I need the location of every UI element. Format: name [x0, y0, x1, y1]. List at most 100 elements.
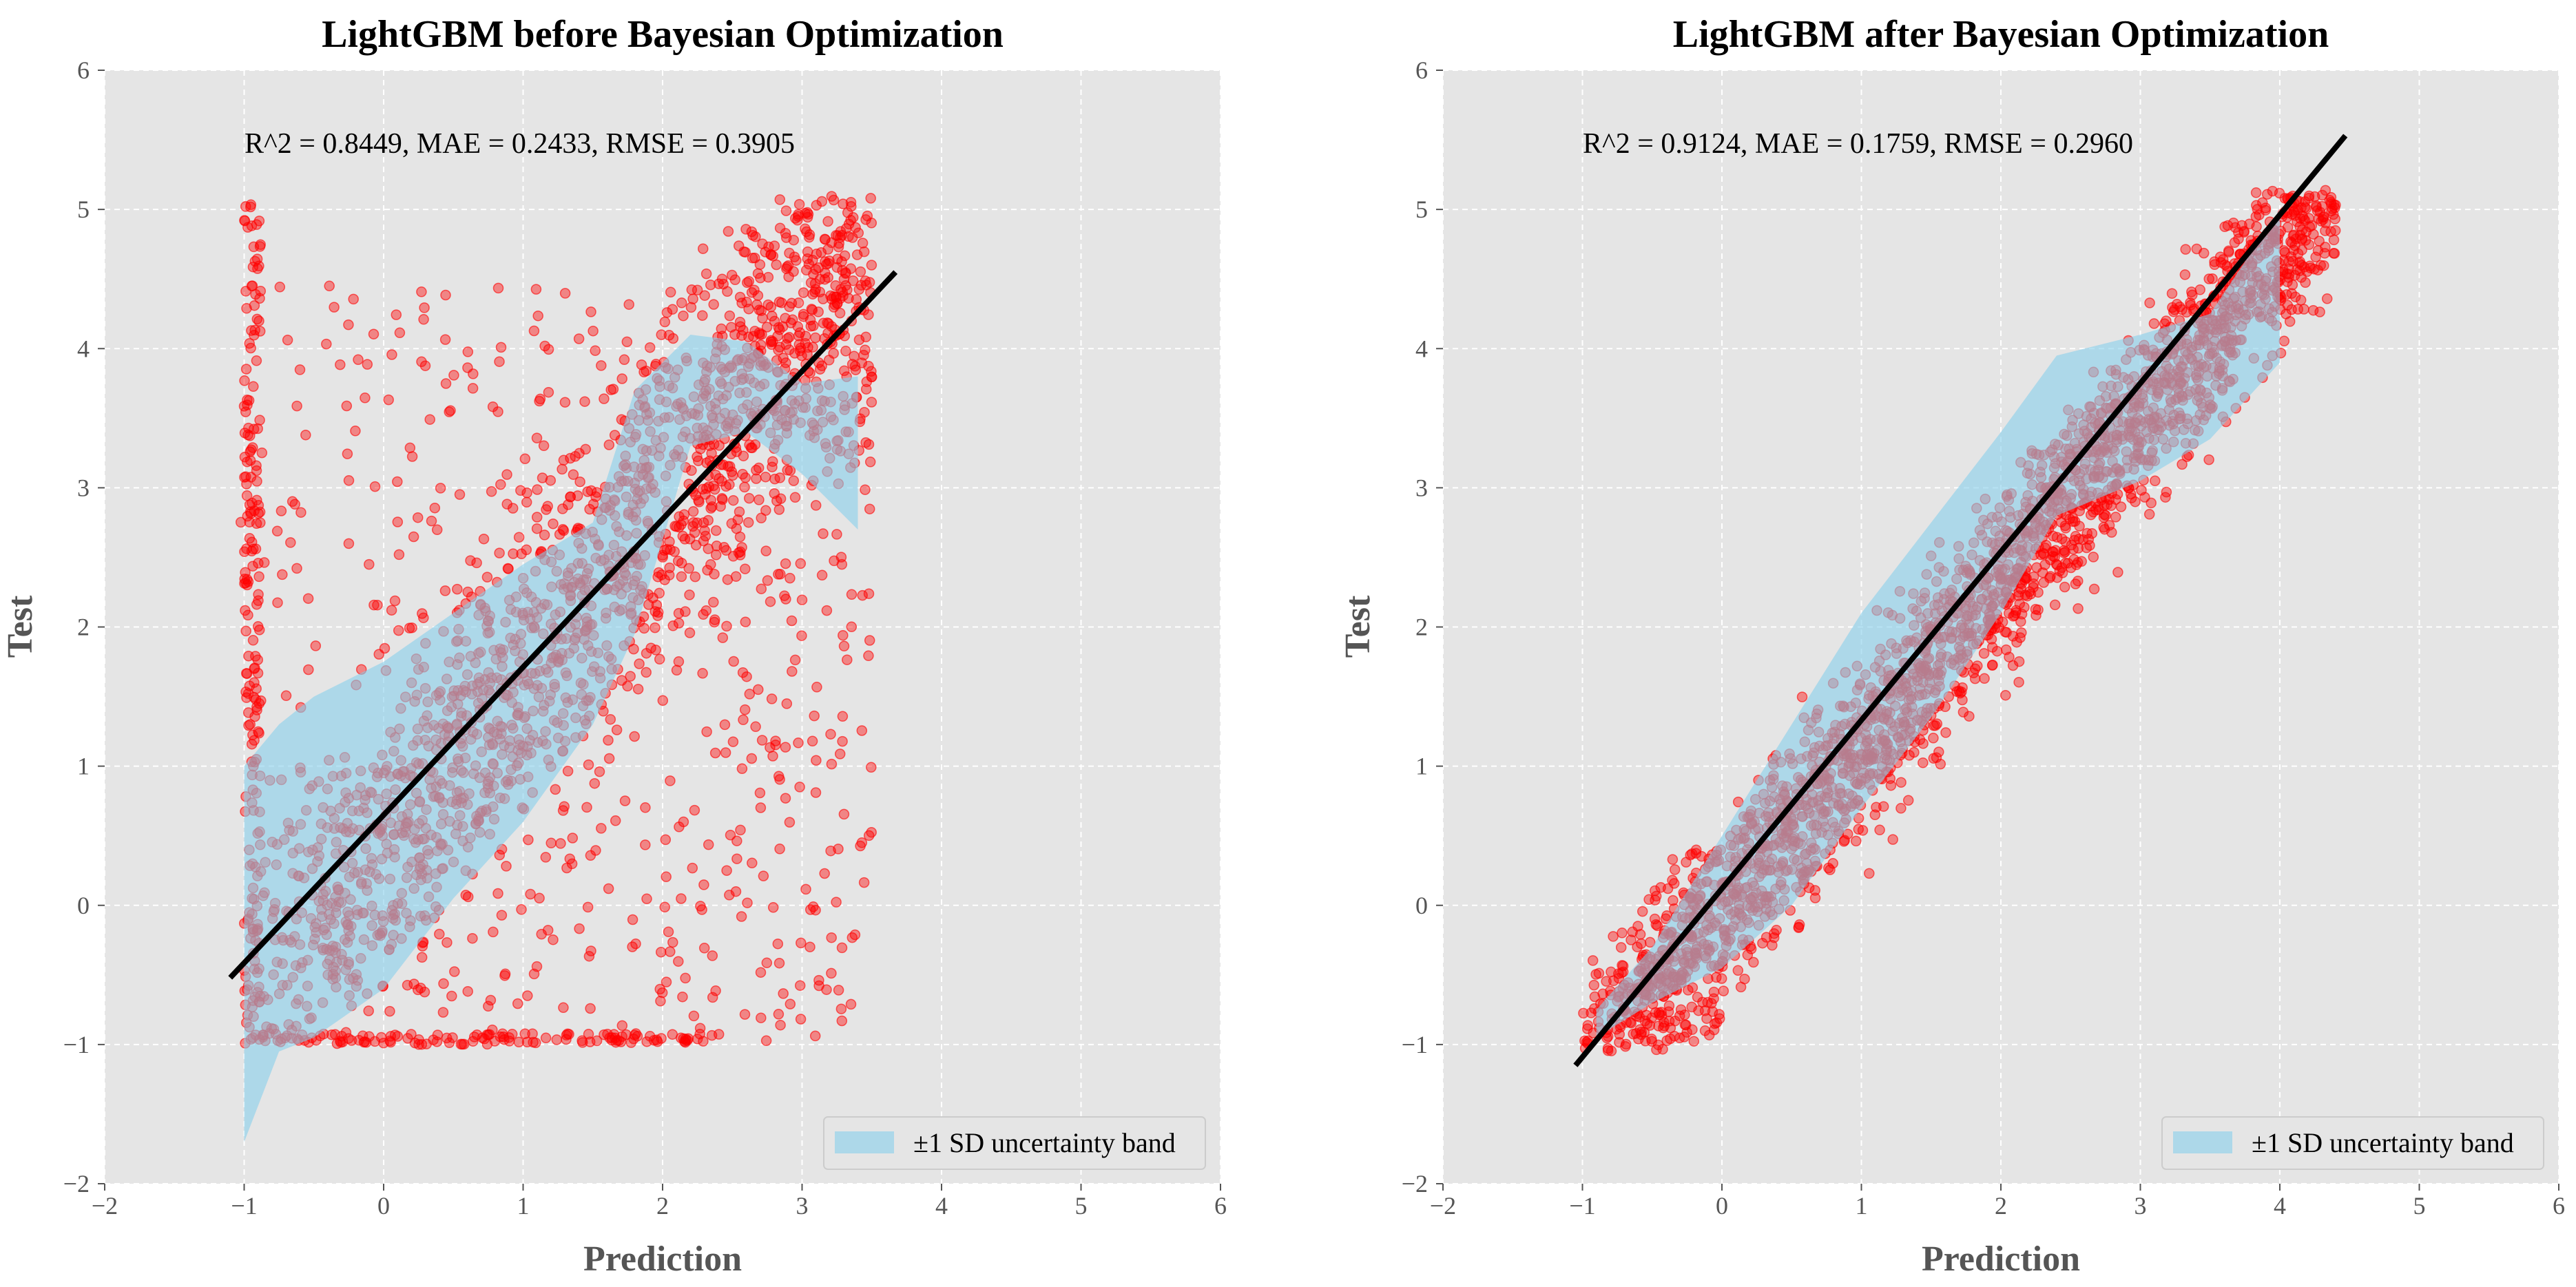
data-point [2288, 244, 2300, 255]
data-point [248, 381, 259, 393]
data-point [689, 804, 700, 816]
data-point [249, 735, 260, 746]
data-point [720, 747, 731, 758]
data-point [699, 290, 710, 301]
data-point [1652, 920, 1663, 932]
data-point [515, 485, 526, 496]
data-point [718, 278, 729, 290]
data-point [860, 331, 871, 343]
data-point [665, 775, 676, 786]
data-point [335, 1037, 346, 1048]
data-point [663, 926, 674, 937]
data-point [282, 335, 293, 346]
data-point [393, 625, 404, 636]
data-point [2292, 304, 2304, 315]
data-point [1650, 890, 1662, 902]
data-point [1690, 844, 1702, 855]
data-point [678, 509, 690, 520]
data-point [492, 282, 504, 294]
data-point [252, 263, 263, 274]
data-point [697, 483, 709, 495]
data-point [2104, 494, 2115, 505]
metrics-text: R^2 = 0.8449, MAE = 0.2433, RMSE = 0.390… [245, 128, 795, 160]
data-point [751, 465, 762, 476]
data-point [2303, 193, 2314, 204]
data-point [863, 830, 875, 841]
data-point [348, 293, 359, 305]
data-point [596, 823, 607, 834]
x-tick-label: 4 [935, 1192, 948, 1220]
data-point [251, 476, 262, 487]
x-tick-label: 6 [2553, 1192, 2565, 1220]
data-point [368, 328, 380, 339]
data-point [828, 348, 839, 359]
data-point [810, 500, 822, 511]
data-point [596, 360, 607, 371]
data-point [831, 262, 843, 273]
data-point [2261, 189, 2273, 200]
data-point [241, 692, 252, 703]
y-tick-label: 5 [1415, 196, 1428, 223]
data-point [810, 787, 822, 798]
data-point [866, 366, 877, 377]
data-point [440, 378, 452, 389]
data-point [736, 911, 747, 922]
data-point [253, 500, 264, 511]
data-point [819, 273, 831, 285]
data-point [244, 533, 256, 544]
data-point [774, 222, 786, 233]
data-point [654, 653, 665, 665]
data-point [522, 990, 533, 1001]
data-point [242, 576, 254, 587]
data-point [1864, 868, 1875, 879]
data-point [242, 510, 253, 522]
data-point [444, 1037, 455, 1049]
data-point [794, 782, 805, 793]
data-point [2186, 286, 2197, 297]
data-point [404, 442, 416, 454]
data-point [2307, 304, 2319, 316]
data-point [1878, 801, 1889, 812]
data-point [421, 1038, 432, 1049]
data-point [406, 622, 417, 634]
legend: ±1 SD uncertainty band [823, 1116, 1206, 1170]
x-tick-label: 1 [517, 1192, 530, 1220]
data-point [774, 844, 785, 855]
data-point [343, 538, 355, 550]
data-point [678, 310, 689, 322]
data-point [251, 253, 263, 264]
data-point [708, 299, 719, 310]
data-point [512, 998, 523, 1009]
data-point [1593, 967, 1605, 979]
data-point [1681, 857, 1692, 868]
data-point [650, 645, 661, 656]
data-point [1608, 931, 1619, 942]
data-point [826, 967, 837, 979]
data-point [253, 589, 264, 600]
data-point [784, 817, 796, 828]
data-point [392, 476, 403, 488]
data-point [740, 563, 751, 574]
data-point [539, 530, 550, 541]
data-point [599, 393, 610, 404]
data-point [242, 609, 253, 621]
data-point [2073, 603, 2084, 614]
data-point [582, 901, 594, 913]
data-point [811, 200, 822, 211]
data-point [525, 888, 536, 900]
data-point [820, 256, 831, 267]
data-point [2281, 269, 2292, 280]
data-point [751, 299, 762, 311]
data-point [590, 345, 601, 356]
data-point [746, 286, 758, 298]
data-point [831, 298, 843, 309]
data-point [591, 1035, 603, 1047]
metrics-text: R^2 = 0.9124, MAE = 0.1759, RMSE = 0.296… [1583, 128, 2133, 160]
data-point [532, 310, 543, 322]
data-point [1688, 1036, 1700, 1047]
data-point [289, 499, 300, 510]
x-tick-label: 2 [1995, 1192, 2007, 1220]
data-point [625, 671, 636, 682]
data-point [780, 339, 792, 350]
data-point [2296, 224, 2308, 236]
